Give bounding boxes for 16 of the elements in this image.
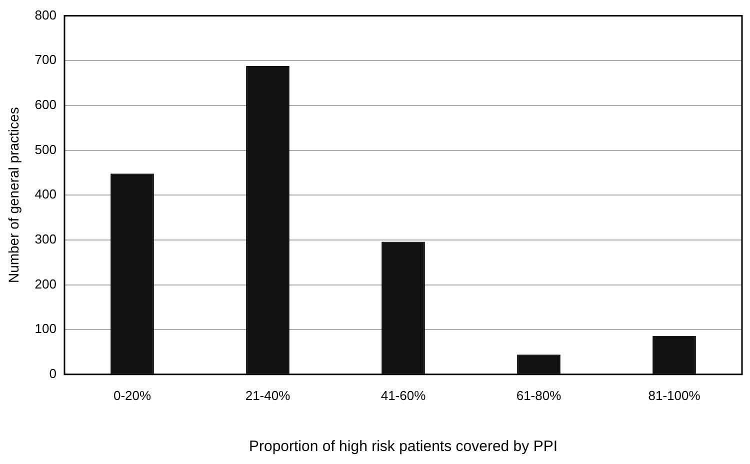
x-axis-title: Proportion of high risk patients covered by PPI: [248, 438, 558, 456]
y-tick-label: 700: [34, 52, 56, 68]
x-tick-label: 41-60%: [380, 388, 426, 403]
y-tick-label: 500: [34, 142, 56, 157]
y-tick-label: 600: [34, 97, 56, 112]
y-tick-label: 400: [34, 186, 56, 202]
x-tick-label: 21-40%: [245, 388, 291, 403]
y-tick-label: 300: [34, 232, 56, 247]
y-tick-label: 800: [34, 7, 56, 22]
x-tick-label: 0-20%: [113, 388, 152, 403]
x-tick-label: 81-100%: [648, 388, 701, 403]
y-tick-label: 100: [34, 321, 56, 336]
x-tick-label: 61-80%: [516, 388, 562, 403]
y-tick-label: 0: [49, 366, 56, 381]
y-axis-title: Number of general practices: [5, 107, 22, 284]
y-tick-label: 200: [34, 276, 56, 292]
